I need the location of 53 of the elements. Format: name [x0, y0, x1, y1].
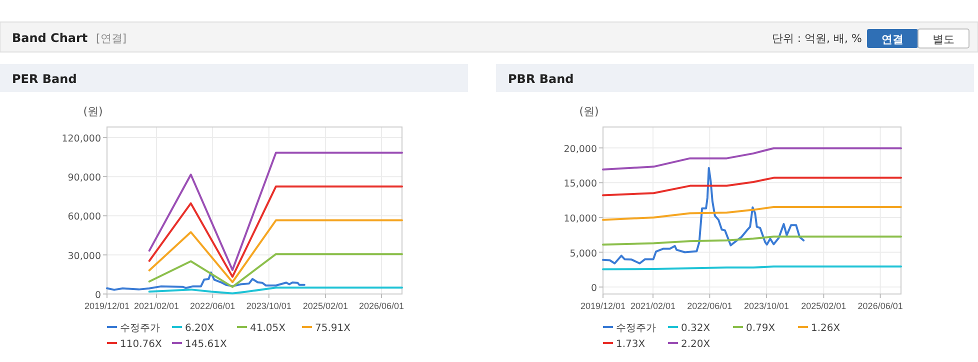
- text: 단위 : 억원, 배, %: [772, 32, 862, 45]
- line-series: [148, 219, 403, 284]
- y-tick-label: 120,000: [62, 133, 101, 144]
- x-tick-label: 2023/10/01: [246, 301, 292, 311]
- y-axis-title: (원): [579, 105, 599, 118]
- legend-label: 41.05X: [250, 323, 286, 334]
- line-series: [602, 236, 902, 246]
- y-tick-label: 60,000: [68, 212, 101, 223]
- x-tick-label: 2022/06/01: [687, 301, 732, 311]
- x-tick-label: 2025/02/01: [801, 301, 846, 311]
- legend-label: 2.20X: [681, 339, 710, 350]
- y-tick-label: 15,000: [564, 178, 597, 190]
- y-tick-label: 10,000: [564, 213, 597, 224]
- line-series: [602, 176, 902, 196]
- text: [연결]: [96, 32, 127, 45]
- chart-title: PBR Band: [508, 72, 574, 86]
- text: Band Chart: [12, 31, 88, 45]
- chart-title: PER Band: [12, 72, 77, 86]
- x-tick-label: 2026/06/01: [359, 301, 404, 311]
- legend-label: 수정주가: [616, 323, 656, 334]
- y-tick-label: 5,000: [570, 248, 597, 260]
- x-tick-label: 2025/02/01: [302, 301, 348, 311]
- line-series: [148, 185, 403, 278]
- line-series: [602, 147, 902, 170]
- y-tick-label: 30,000: [68, 250, 101, 262]
- x-tick-label: 2022/06/01: [190, 301, 236, 311]
- legend-label: 145.61X: [185, 339, 227, 350]
- legend-label: 수정주가: [120, 323, 160, 334]
- y-tick-label: 90,000: [68, 172, 101, 184]
- x-tick-label: 2026/06/01: [858, 301, 903, 311]
- x-tick-label: 2019/12/01: [580, 301, 626, 311]
- x-tick-label: 2021/02/01: [134, 301, 180, 311]
- x-tick-label: 2023/10/01: [744, 301, 790, 311]
- legend-label: 0.79X: [746, 323, 776, 334]
- line-series: [602, 167, 805, 264]
- y-tick-label: 0: [590, 283, 597, 294]
- line-series: [148, 253, 403, 288]
- legend-label: 1.26X: [811, 323, 840, 334]
- x-tick-label: 2021/02/01: [630, 301, 676, 311]
- legend-label: 1.73X: [616, 339, 646, 350]
- text: 연결: [882, 33, 904, 46]
- legend-label: 6.20X: [185, 323, 214, 334]
- text: 별도: [932, 33, 954, 46]
- y-tick-label: 20,000: [564, 144, 597, 155]
- legend-label: 75.91X: [315, 323, 351, 334]
- x-tick-label: 2019/12/01: [84, 301, 130, 311]
- line-series: [148, 152, 403, 271]
- legend-label: 0.32X: [681, 323, 710, 334]
- line-series: [602, 206, 902, 221]
- y-axis-title: (원): [83, 105, 103, 118]
- legend-label: 110.76X: [120, 339, 162, 350]
- line-series: [106, 271, 306, 291]
- y-tick-label: 0: [94, 290, 101, 301]
